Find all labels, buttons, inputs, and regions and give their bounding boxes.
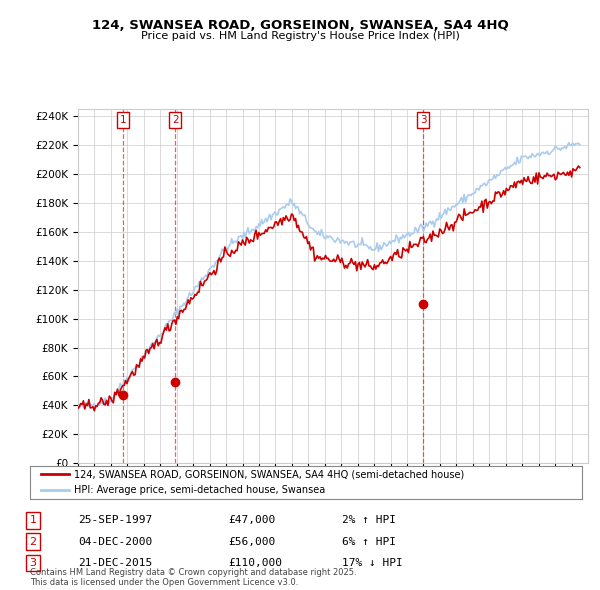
Text: 2: 2	[29, 537, 37, 546]
Text: 124, SWANSEA ROAD, GORSEINON, SWANSEA, SA4 4HQ: 124, SWANSEA ROAD, GORSEINON, SWANSEA, S…	[92, 19, 508, 32]
Text: £56,000: £56,000	[228, 537, 275, 546]
Text: £110,000: £110,000	[228, 558, 282, 568]
Text: 124, SWANSEA ROAD, GORSEINON, SWANSEA, SA4 4HQ (semi-detached house): 124, SWANSEA ROAD, GORSEINON, SWANSEA, S…	[74, 470, 464, 480]
Text: 1: 1	[29, 516, 37, 525]
Text: 6% ↑ HPI: 6% ↑ HPI	[342, 537, 396, 546]
Text: 2: 2	[172, 115, 179, 125]
Text: Price paid vs. HM Land Registry's House Price Index (HPI): Price paid vs. HM Land Registry's House …	[140, 31, 460, 41]
Text: HPI: Average price, semi-detached house, Swansea: HPI: Average price, semi-detached house,…	[74, 484, 325, 494]
Text: £47,000: £47,000	[228, 516, 275, 525]
Text: 17% ↓ HPI: 17% ↓ HPI	[342, 558, 403, 568]
Text: 25-SEP-1997: 25-SEP-1997	[78, 516, 152, 525]
Text: 04-DEC-2000: 04-DEC-2000	[78, 537, 152, 546]
Text: 1: 1	[119, 115, 126, 125]
Text: Contains HM Land Registry data © Crown copyright and database right 2025.
This d: Contains HM Land Registry data © Crown c…	[30, 568, 356, 587]
Text: 3: 3	[419, 115, 427, 125]
Text: 21-DEC-2015: 21-DEC-2015	[78, 558, 152, 568]
Text: 2% ↑ HPI: 2% ↑ HPI	[342, 516, 396, 525]
Text: 3: 3	[29, 558, 37, 568]
